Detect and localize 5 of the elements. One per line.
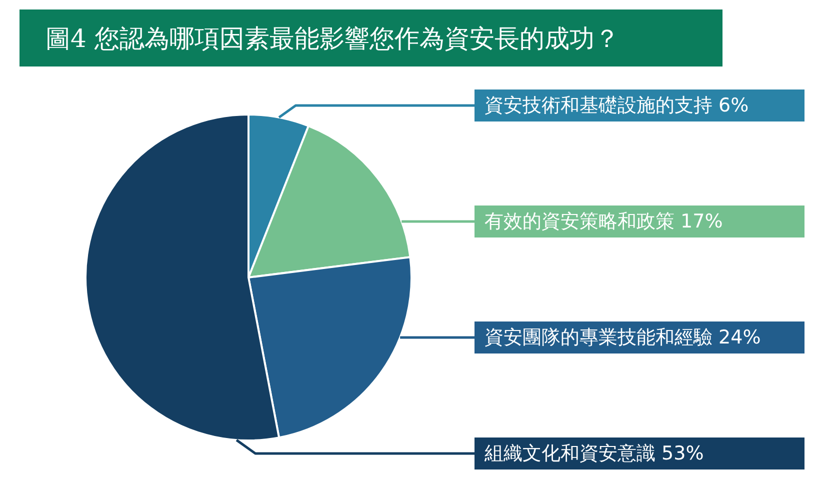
chart-title: 圖4 您認為哪項因素最能影響您作為資安長的成功？ <box>46 24 620 53</box>
slice-label: 組織文化和資安意識 53% <box>484 442 704 464</box>
slice-label: 資安技術和基礎設施的支持 6% <box>484 94 749 116</box>
slice-label: 資安團隊的專業技能和經驗 24% <box>484 326 761 348</box>
slice-label: 有效的資安策略和政策 17% <box>484 210 723 232</box>
